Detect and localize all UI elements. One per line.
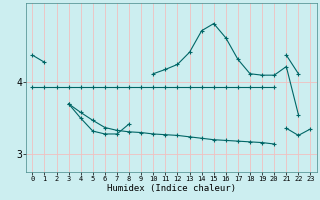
X-axis label: Humidex (Indice chaleur): Humidex (Indice chaleur) — [107, 184, 236, 193]
